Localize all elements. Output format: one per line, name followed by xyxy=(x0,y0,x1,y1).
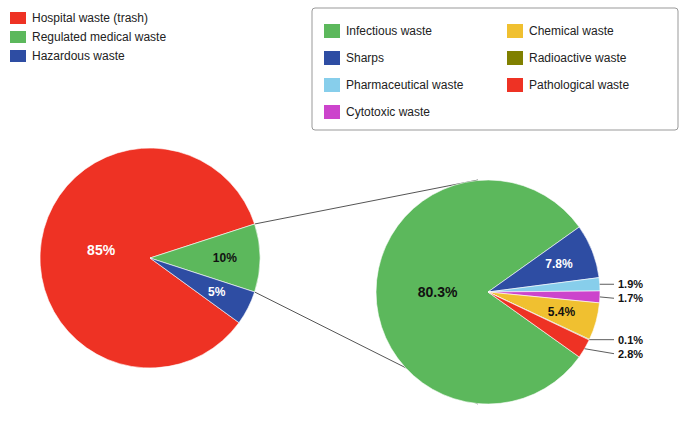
data-label: 80.3% xyxy=(418,284,458,300)
data-label: 5.4% xyxy=(548,305,576,319)
legend-entry: Regulated medical waste xyxy=(32,30,166,44)
legend-swatch xyxy=(507,24,523,38)
data-label: 2.8% xyxy=(618,348,643,360)
legend-swatch xyxy=(324,24,340,38)
pie-slice xyxy=(488,292,589,357)
legend-entry: Hazardous waste xyxy=(32,49,125,63)
legend-entry: Radioactive waste xyxy=(529,51,627,65)
pie-slice xyxy=(150,258,255,323)
pie xyxy=(40,148,260,368)
pie xyxy=(376,180,600,404)
pie-slice xyxy=(488,278,600,292)
legend-swatch xyxy=(324,51,340,65)
legend-swatch xyxy=(324,78,340,92)
leader-line xyxy=(600,284,614,285)
data-label: 1.9% xyxy=(618,278,643,290)
legend-entry: Sharps xyxy=(346,51,384,65)
legend-entry: Hospital waste (trash) xyxy=(32,11,148,25)
leader-line xyxy=(585,349,614,354)
data-label: 1.7% xyxy=(618,292,643,304)
legend-swatch xyxy=(10,12,26,24)
leader-line xyxy=(600,297,614,298)
pie-slice xyxy=(488,292,599,339)
data-label: 85% xyxy=(87,242,116,258)
leader-line xyxy=(589,339,614,340)
data-label: 10% xyxy=(213,251,237,265)
chart: 85% 10% 5% 80.3% 7.8% 5.4% 1.9% 1.7% 0.1% 2.8% Hos… xyxy=(0,0,685,434)
legend: Infectious waste Sharps Pharmaceutical was… xyxy=(312,8,678,130)
legend: Hospital waste (trash) Regulated medical … xyxy=(10,11,166,63)
legend-entry: Pharmaceutical waste xyxy=(346,78,464,92)
legend-swatch xyxy=(10,50,26,62)
legend-box xyxy=(312,8,678,130)
legend-swatch xyxy=(324,105,340,119)
legend-swatch xyxy=(507,51,523,65)
data-label: 0.1% xyxy=(618,334,643,346)
legend-entry: Pathological waste xyxy=(529,78,629,92)
pie-slice xyxy=(40,148,255,368)
legend-swatch xyxy=(507,78,523,92)
pie-slice xyxy=(488,227,599,292)
legend-entry: Infectious waste xyxy=(346,24,432,38)
data-label: 5% xyxy=(208,285,226,299)
data-label: 7.8% xyxy=(545,257,573,271)
legend-entry: Chemical waste xyxy=(529,24,614,38)
legend-swatch xyxy=(10,31,26,43)
legend-entry: Cytotoxic waste xyxy=(346,105,430,119)
